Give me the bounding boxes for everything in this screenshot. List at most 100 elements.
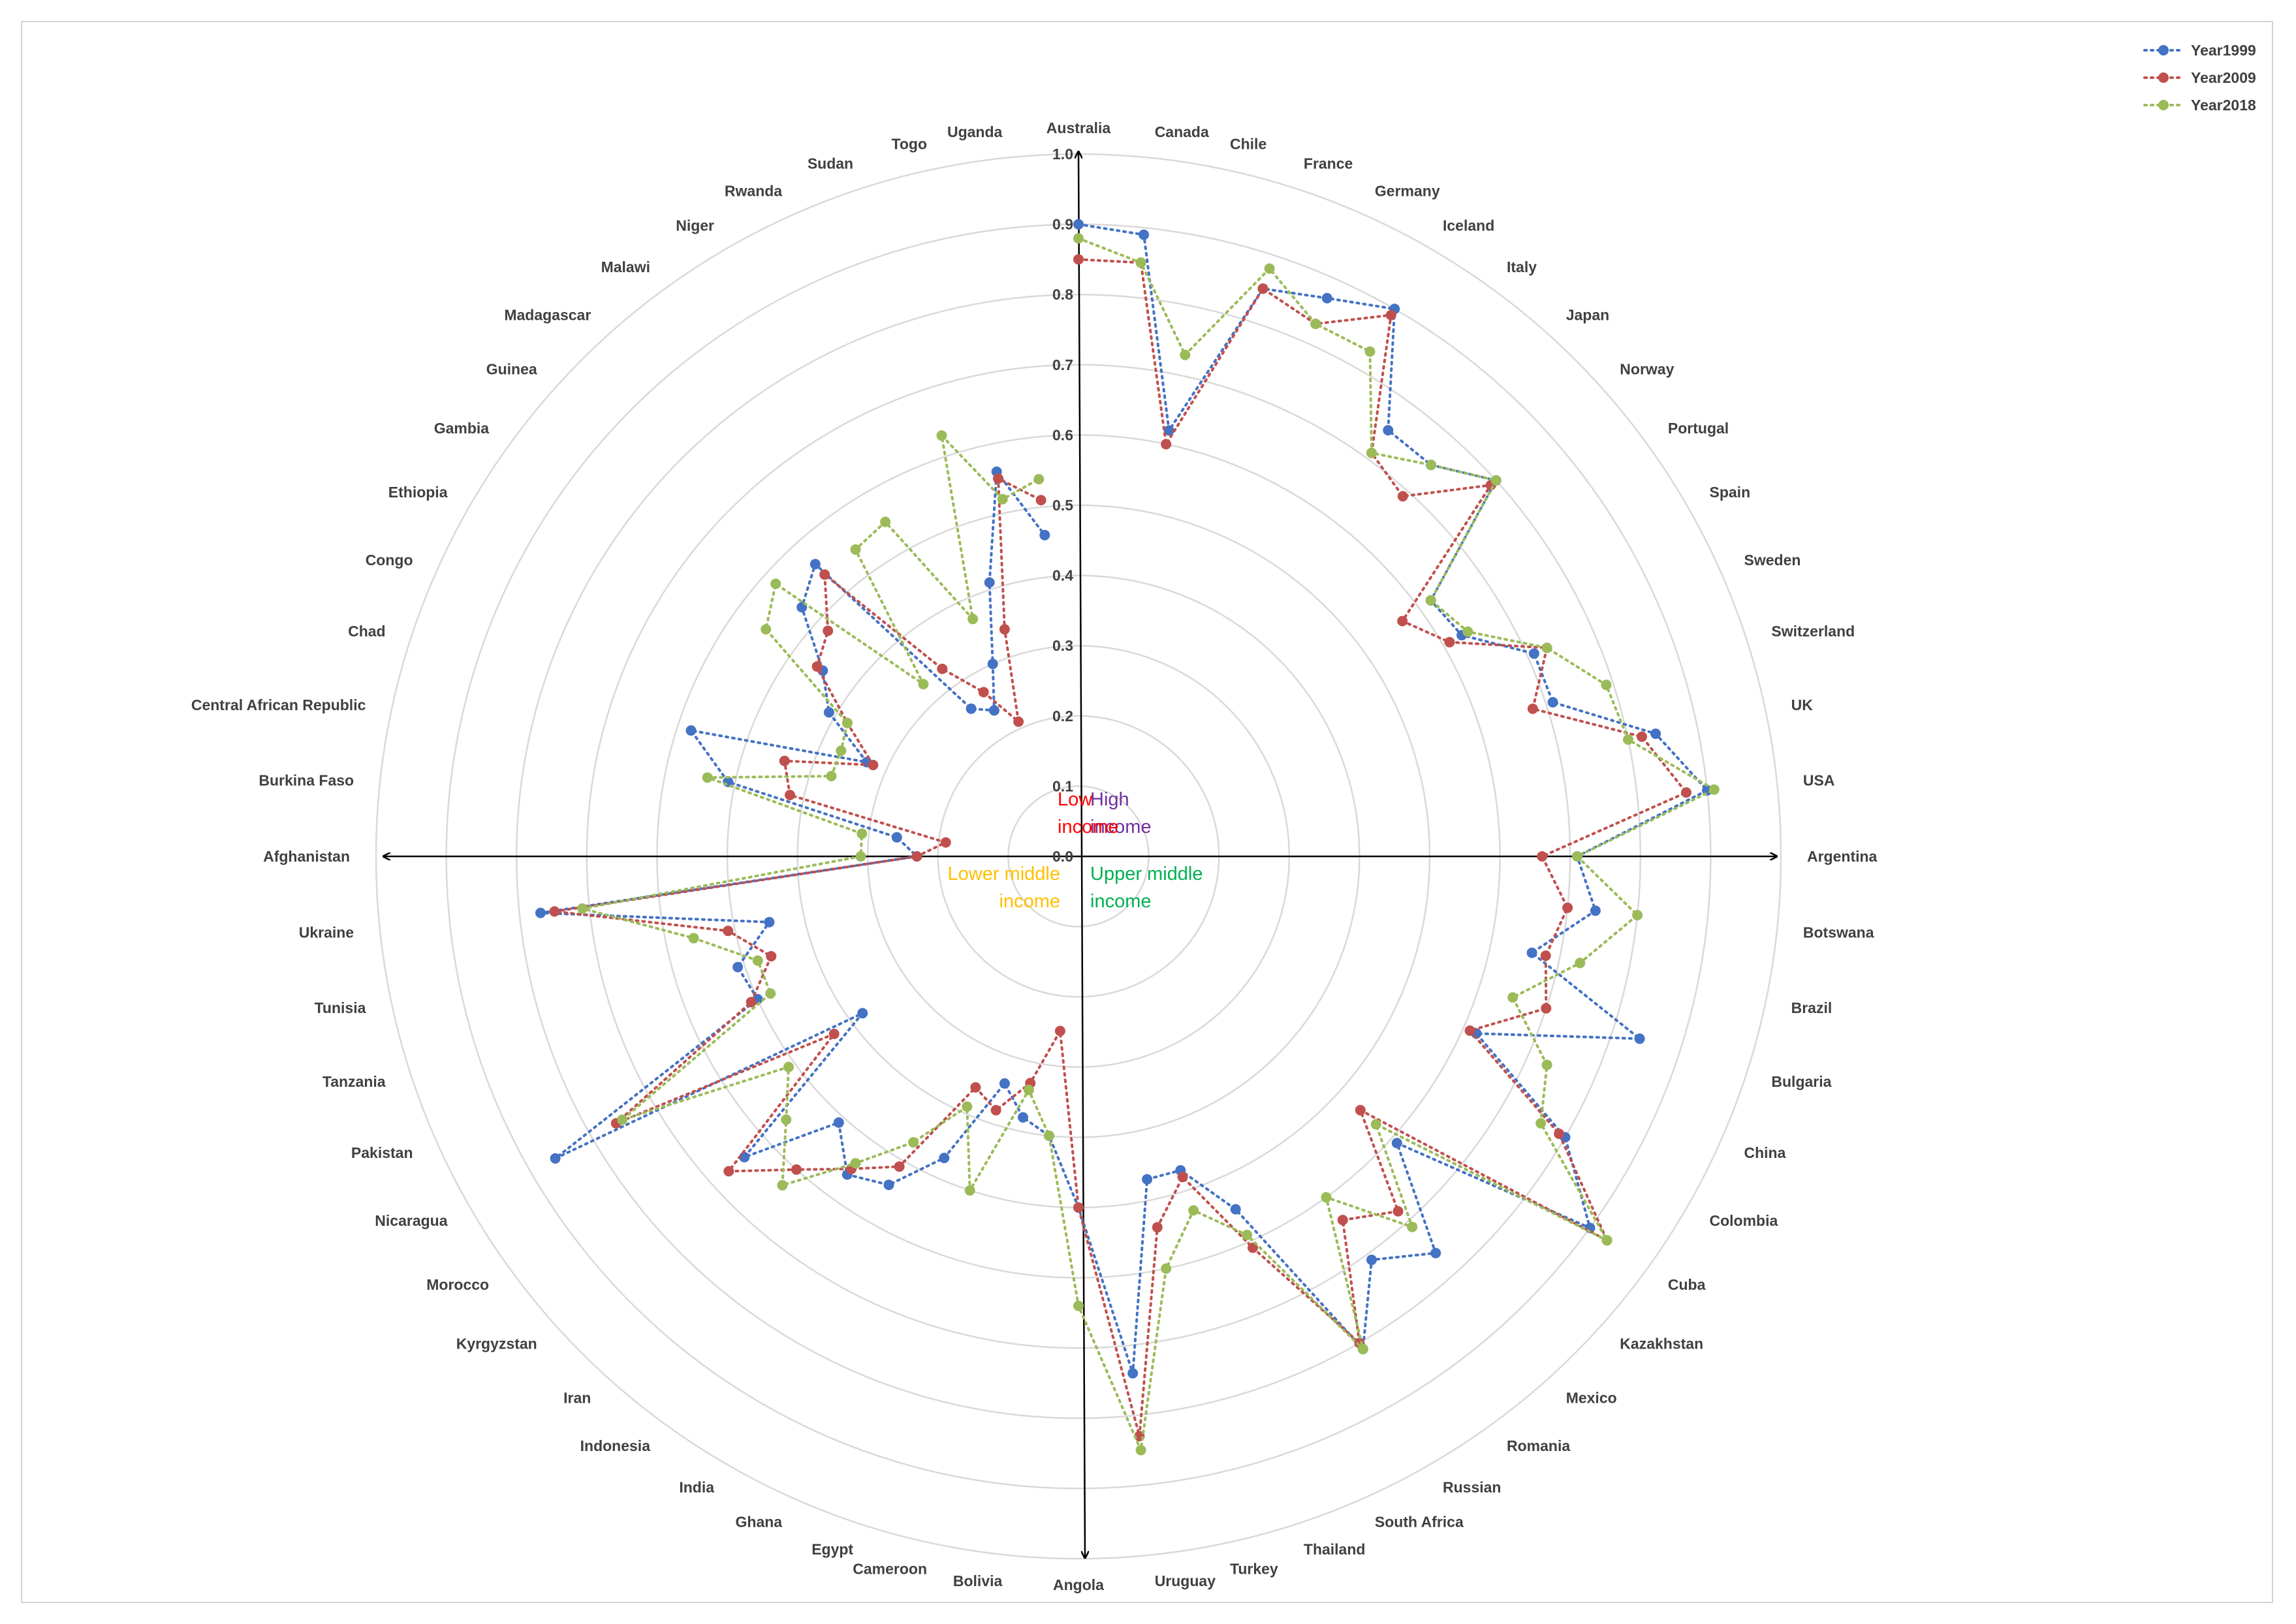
category-label: UK [1791, 696, 1814, 713]
category-label: Iran [563, 1389, 591, 1406]
legend-label: Year2009 [2191, 69, 2256, 86]
category-label: Colombia [1710, 1212, 1778, 1229]
data-point [1507, 992, 1518, 1003]
data-point [1073, 1202, 1084, 1213]
data-point [1575, 958, 1586, 969]
data-point [1632, 910, 1643, 920]
quadrant-label: Lower middle income [948, 864, 1060, 912]
category-label: Tanzania [322, 1073, 386, 1090]
category-label: Russian [1443, 1479, 1501, 1496]
data-point [785, 790, 795, 800]
data-point [1142, 1174, 1153, 1185]
data-point [857, 1008, 868, 1019]
quadrant-axes [383, 151, 1777, 1558]
category-label: Chad [348, 623, 386, 640]
quadrant-label: High income [1090, 789, 1152, 837]
category-label: Romania [1507, 1437, 1570, 1454]
data-point [791, 1164, 802, 1175]
data-point [988, 705, 999, 716]
data-point [1337, 1215, 1348, 1226]
category-label: Switzerland [1771, 623, 1855, 640]
radial-tick-label: 1.0 [1052, 146, 1073, 163]
category-label: Malawi [601, 258, 650, 275]
data-point [1366, 447, 1377, 458]
category-label: Sudan [808, 155, 853, 172]
data-point [997, 493, 1008, 505]
category-label: Afghanistan [263, 848, 350, 865]
data-point [535, 907, 546, 918]
data-point [1541, 642, 1552, 653]
data-point [1013, 716, 1024, 727]
series-line [554, 258, 1689, 1437]
category-label: India [679, 1479, 714, 1496]
data-point [1054, 1025, 1065, 1037]
data-point [936, 430, 947, 441]
data-point [1364, 346, 1376, 357]
data-point [723, 1166, 734, 1177]
data-point [617, 1114, 628, 1125]
data-point [978, 687, 989, 698]
data-point [1430, 1247, 1441, 1258]
category-label: Central African Republic [191, 696, 366, 713]
category-label: Germany [1375, 183, 1440, 200]
data-point [964, 1185, 975, 1196]
data-point [1554, 1129, 1565, 1139]
category-label: Mexico [1566, 1389, 1617, 1406]
category-label: Congo [366, 552, 413, 569]
data-point [1464, 1025, 1475, 1036]
data-point [1541, 1003, 1552, 1014]
radial-tick-label: 0.9 [1052, 216, 1073, 233]
data-point [702, 772, 713, 783]
data-point [857, 828, 868, 839]
data-point [993, 473, 1003, 484]
data-point [1035, 495, 1046, 506]
category-label: Cuba [1668, 1276, 1706, 1293]
data-point [1161, 439, 1172, 450]
category-label: Turkey [1230, 1561, 1278, 1578]
category-label: Japan [1566, 307, 1609, 324]
data-point [891, 832, 902, 843]
data-point [855, 851, 866, 862]
category-label: Ukraine [299, 924, 354, 941]
data-point [1127, 1367, 1139, 1379]
data-point [1634, 1033, 1645, 1044]
series-line [540, 223, 1710, 1374]
data-point [966, 703, 977, 714]
data-point [1023, 1084, 1034, 1095]
radial-tick-label: 0.2 [1052, 708, 1073, 725]
data-point [1230, 1204, 1241, 1215]
category-label: Botswana [1803, 924, 1874, 941]
quadrant-label: Upper middle income [1090, 864, 1203, 912]
data-point [1073, 233, 1084, 244]
category-label: Sweden [1744, 552, 1801, 569]
data-point [868, 760, 879, 770]
radial-tick-label: 0.8 [1052, 286, 1073, 303]
data-point [1462, 626, 1473, 637]
data-point [1490, 475, 1502, 486]
data-point [823, 707, 834, 718]
category-label: Indonesia [580, 1437, 651, 1454]
data-point [1637, 731, 1647, 742]
category-label: Guinea [486, 360, 537, 377]
data-point [761, 624, 772, 635]
data-point [1391, 1138, 1402, 1149]
legend: Year1999 Year2009 Year2018 [2143, 42, 2256, 114]
data-point [1180, 349, 1191, 360]
category-label: Gambia [434, 420, 490, 437]
chart-frame [21, 21, 2273, 1603]
legend-label: Year2018 [2191, 97, 2256, 114]
data-point [723, 926, 734, 937]
data-point [1526, 947, 1537, 958]
data-point [911, 851, 922, 862]
data-point [1073, 1300, 1084, 1311]
data-point [1537, 851, 1548, 862]
vertical-axis [1078, 151, 1085, 1558]
data-point [990, 1104, 1001, 1116]
data-point [999, 624, 1010, 635]
category-label: Argentina [1807, 848, 1878, 865]
data-point [1135, 257, 1146, 268]
data-point [1355, 1104, 1366, 1116]
data-point [1426, 460, 1436, 471]
